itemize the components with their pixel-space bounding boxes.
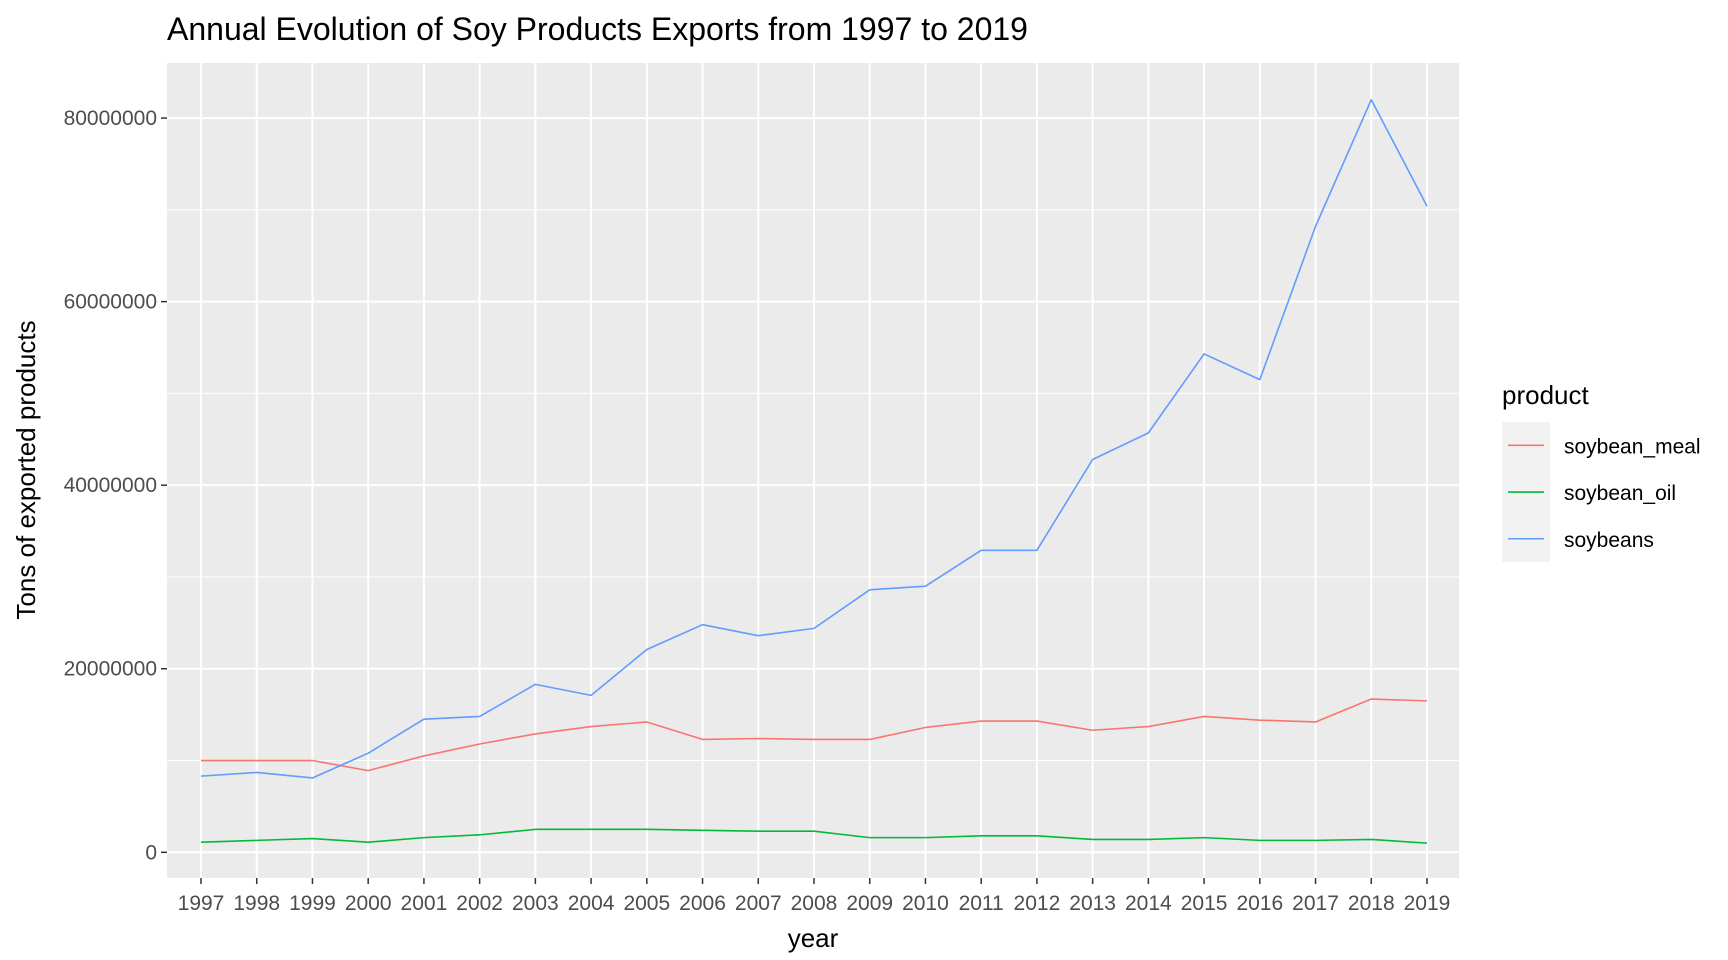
y-tick-label: 20000000 [64,658,157,681]
x-axis: 1997 1998 1999 2000 2001 2002 2003 2004 2005 2006… [178,878,1451,915]
x-tick-label: 2000 [345,892,392,915]
legend-items: soybean_meal soybean_oil soybeans [1508,435,1701,552]
x-tick-label: 2013 [1069,892,1116,915]
series-line-soybean_oil [200,828,1428,844]
x-tick-label: 2005 [623,892,670,915]
x-tick-label: 2009 [846,892,893,915]
x-tick-label: 2007 [735,892,782,915]
y-tick-label: 60000000 [64,291,157,314]
x-tick-label: 2003 [512,892,559,915]
x-tick-label: 1999 [289,892,336,915]
legend-title: product [1502,380,1589,410]
chart-title: Annual Evolution of Soy Products Exports… [167,11,1028,47]
series-lines [200,98,1428,844]
x-tick-label: 1997 [178,892,225,915]
legend-label-soybean_oil: soybean_oil [1564,482,1676,505]
x-tick-label: 2010 [902,892,949,915]
x-tick-label: 2001 [401,892,448,915]
series-line-soybeans [200,98,1428,779]
x-tick-label: 2006 [679,892,726,915]
series-line-soybean_meal [201,698,1428,772]
y-tick-label: 80000000 [64,107,157,130]
x-axis-title: year [788,923,839,953]
legend-label-soybean_meal: soybean_meal [1564,435,1701,458]
y-tick-label: 40000000 [64,474,157,497]
x-tick-label: 2017 [1292,892,1339,915]
x-tick-label: 2011 [959,892,1004,915]
x-tick-label: 2004 [568,892,615,915]
x-tick-label: 2012 [1014,892,1061,915]
x-tick-label: 2008 [791,892,838,915]
legend-label-soybeans: soybeans [1564,529,1654,552]
x-tick-label: 1998 [233,892,280,915]
y-axis: 0 20000000 40000000 60000000 80000000 [64,107,167,864]
y-tick-label: 0 [145,841,157,864]
legend: product soybean_meal soybean_oil soybeans [1502,380,1701,562]
x-tick-label: 2018 [1348,892,1395,915]
y-axis-title: Tons of exported products [11,320,41,619]
x-tick-label: 2019 [1404,892,1451,915]
x-tick-label: 2016 [1236,892,1283,915]
x-tick-label: 2002 [456,892,503,915]
x-tick-label: 2014 [1125,892,1172,915]
x-tick-label: 2015 [1181,892,1228,915]
major-gridlines [167,63,1459,878]
